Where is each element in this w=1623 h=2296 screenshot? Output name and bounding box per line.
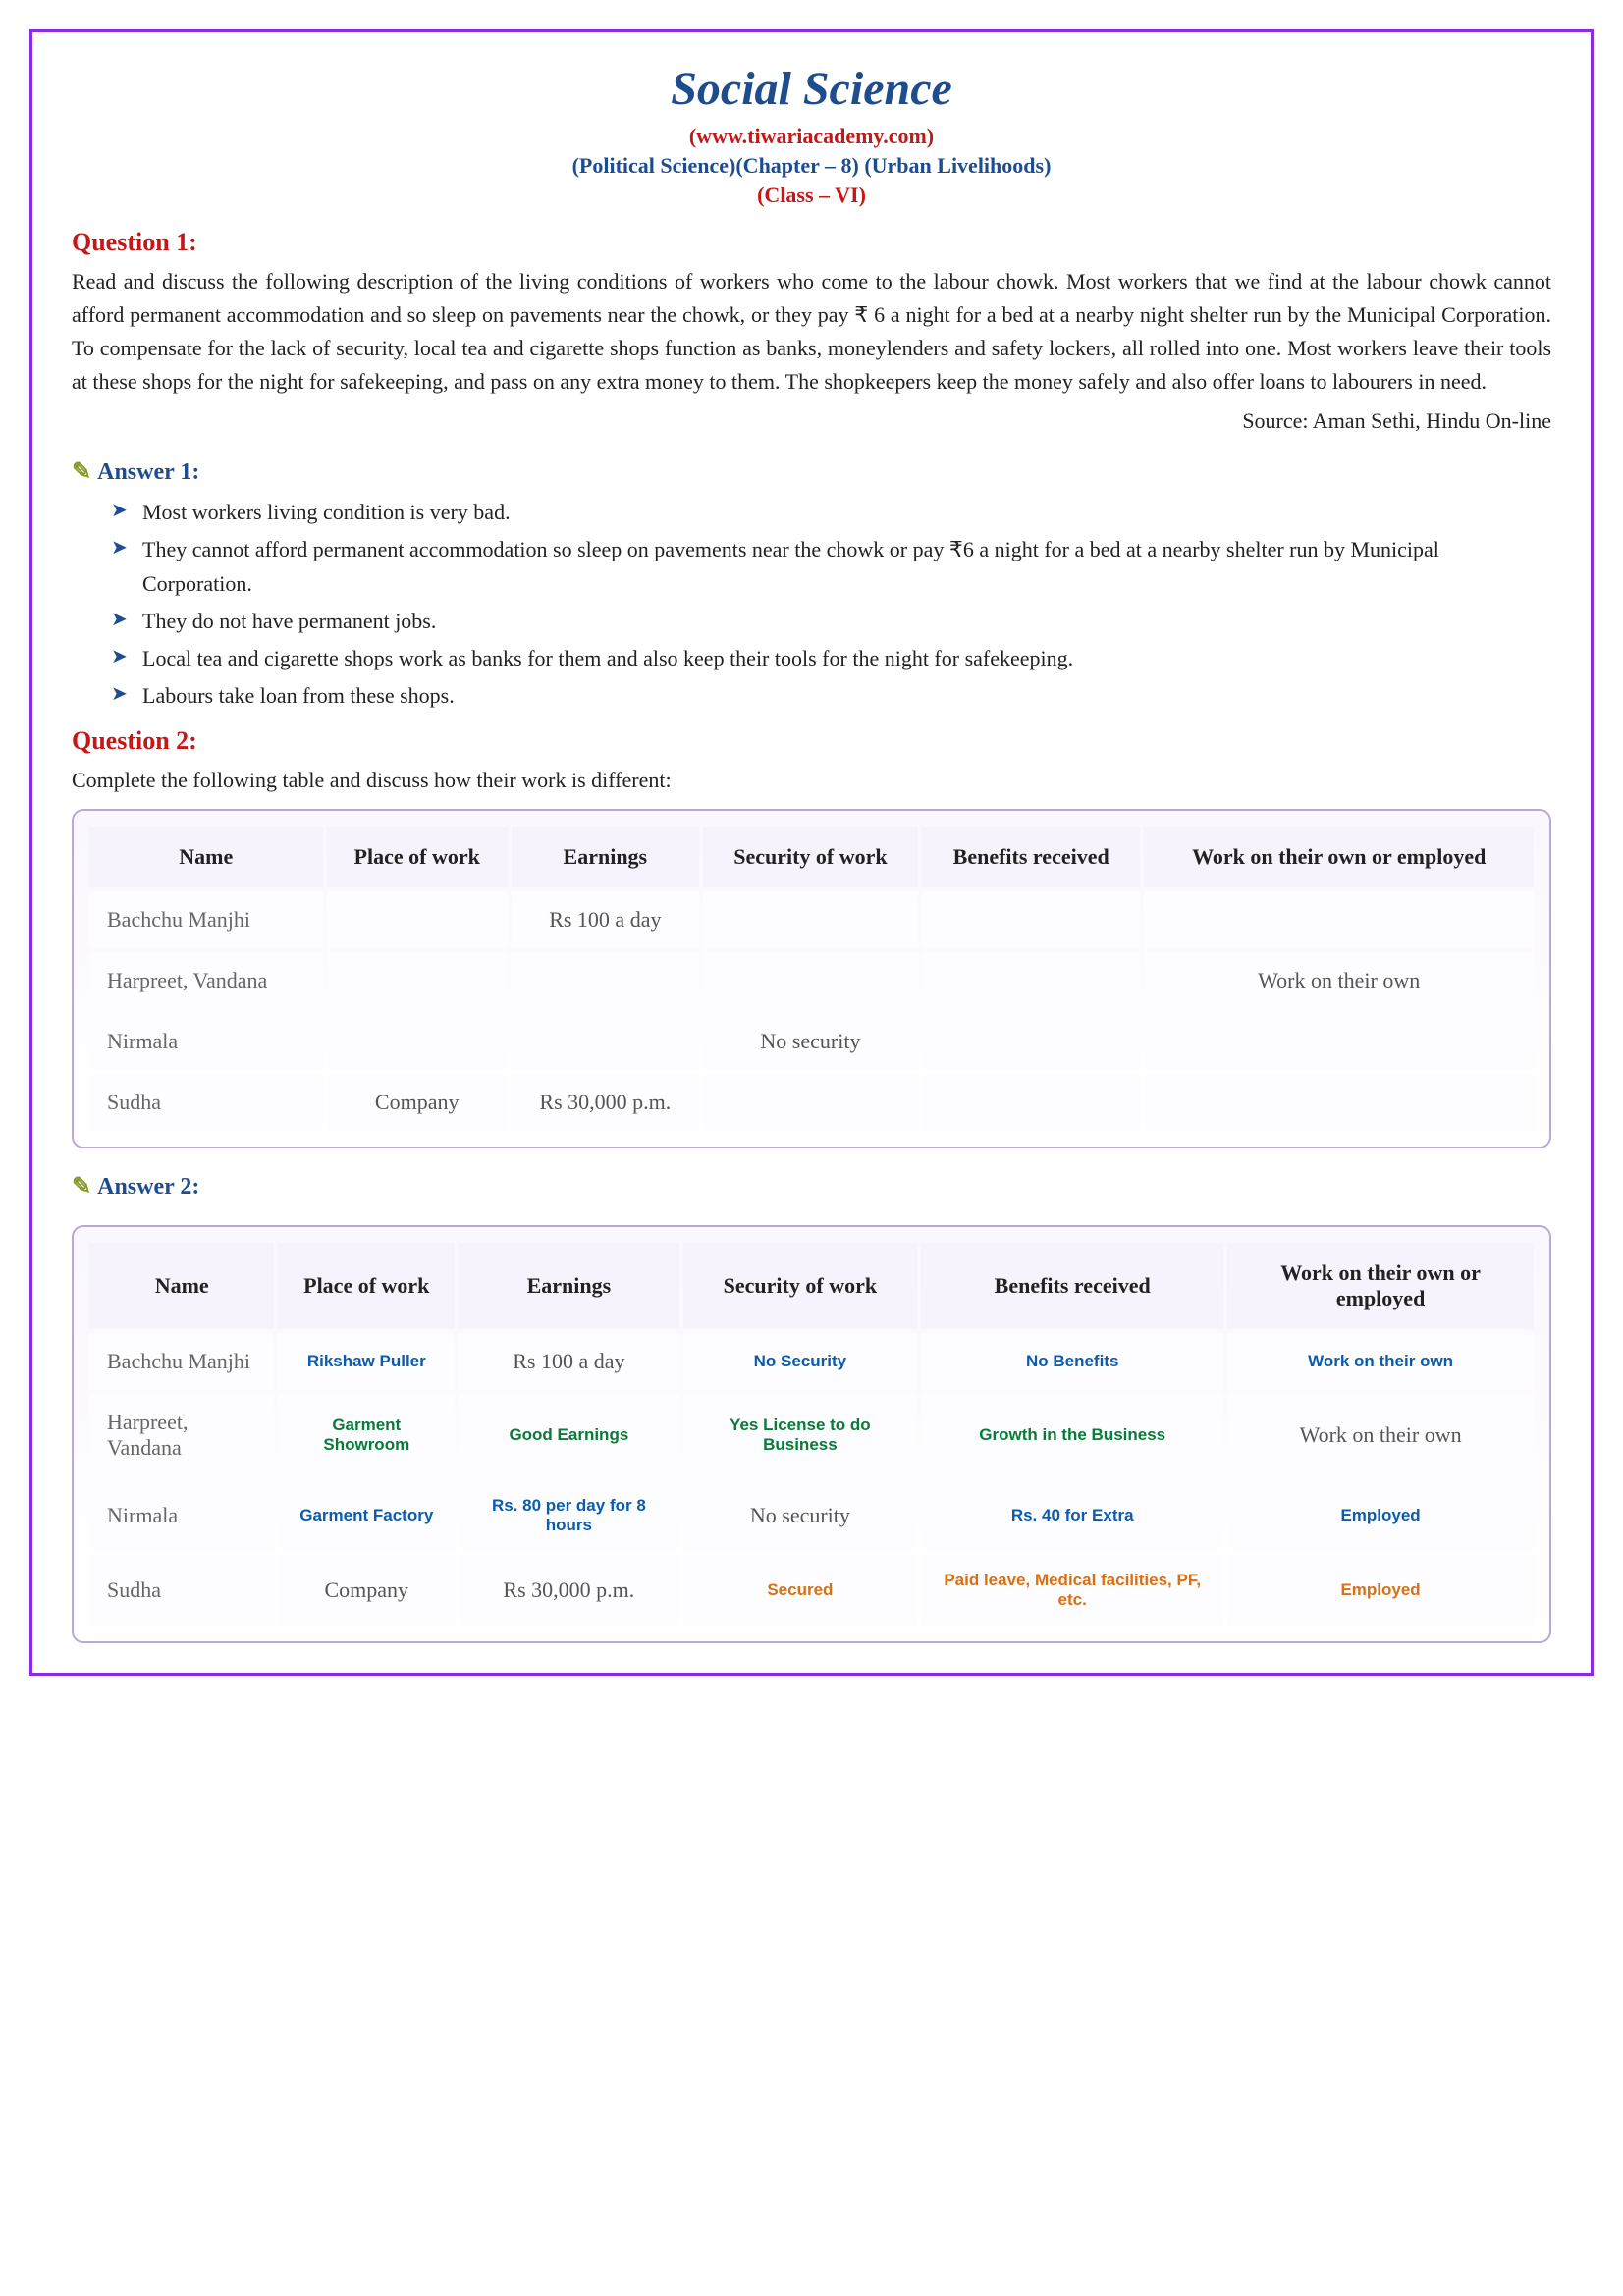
table-header-row: Name Place of work Earnings Security of … xyxy=(89,827,1534,887)
table-row: NirmalaNo security xyxy=(89,1013,1534,1070)
answer-1-label: Answer 1: xyxy=(97,459,199,485)
answer-2-heading: ✎Answer 2: xyxy=(72,1172,199,1201)
question-1-text: Read and discuss the following descripti… xyxy=(72,265,1551,399)
page-container: Social Science (www.tiwariacademy.com) (… xyxy=(29,29,1594,1676)
col-name: Name xyxy=(89,1243,274,1329)
answer-1-list: Most workers living condition is very ba… xyxy=(72,496,1551,713)
col-benefits: Benefits received xyxy=(921,1243,1223,1329)
question-2-table: Name Place of work Earnings Security of … xyxy=(72,809,1551,1148)
page-title: Social Science xyxy=(72,62,1551,116)
col-earnings: Earnings xyxy=(512,827,699,887)
table-row: SudhaCompanyRs 30,000 p.m.SecuredPaid le… xyxy=(89,1555,1534,1626)
table-row: Harpreet, VandanaWork on their own xyxy=(89,952,1534,1009)
col-security: Security of work xyxy=(703,827,918,887)
table-row: Bachchu ManjhiRikshaw PullerRs 100 a day… xyxy=(89,1333,1534,1390)
col-work: Work on their own or employed xyxy=(1144,827,1534,887)
list-item: Local tea and cigarette shops work as ba… xyxy=(111,642,1551,675)
col-name: Name xyxy=(89,827,323,887)
table-row: NirmalaGarment FactoryRs. 80 per day for… xyxy=(89,1480,1534,1551)
answer-1-heading: ✎Answer 1: xyxy=(72,457,1551,486)
col-place: Place of work xyxy=(278,1243,455,1329)
list-item: They cannot afford permanent accommodati… xyxy=(111,533,1551,600)
col-benefits: Benefits received xyxy=(922,827,1140,887)
question-1-source: Source: Aman Sethi, Hindu On-line xyxy=(72,408,1551,434)
website-url: (www.tiwariacademy.com) xyxy=(72,124,1551,149)
answer-2-label: Answer 2: xyxy=(97,1174,199,1200)
col-earnings: Earnings xyxy=(459,1243,678,1329)
answer-2-table: Name Place of work Earnings Security of … xyxy=(72,1225,1551,1643)
list-item: Most workers living condition is very ba… xyxy=(111,496,1551,529)
col-security: Security of work xyxy=(683,1243,918,1329)
list-item: They do not have permanent jobs. xyxy=(111,605,1551,638)
class-line: (Class – VI) xyxy=(72,183,1551,208)
table-row: SudhaCompanyRs 30,000 p.m. xyxy=(89,1074,1534,1131)
list-item: Labours take loan from these shops. xyxy=(111,679,1551,713)
table-header-row: Name Place of work Earnings Security of … xyxy=(89,1243,1534,1329)
col-place: Place of work xyxy=(327,827,508,887)
pencil-icon: ✎ xyxy=(72,1174,91,1200)
table-row: Harpreet, VandanaGarment ShowroomGood Ea… xyxy=(89,1394,1534,1476)
question-1-heading: Question 1: xyxy=(72,228,1551,257)
question-2-heading: Question 2: xyxy=(72,726,1551,756)
col-work: Work on their own or employed xyxy=(1227,1243,1534,1329)
subtitle: (Political Science)(Chapter – 8) (Urban … xyxy=(72,153,1551,179)
pencil-icon: ✎ xyxy=(72,459,91,485)
question-2-text: Complete the following table and discuss… xyxy=(72,764,1551,797)
table-row: Bachchu ManjhiRs 100 a day xyxy=(89,891,1534,948)
watermark-area: ✎Answer 2: xyxy=(72,1164,1551,1213)
